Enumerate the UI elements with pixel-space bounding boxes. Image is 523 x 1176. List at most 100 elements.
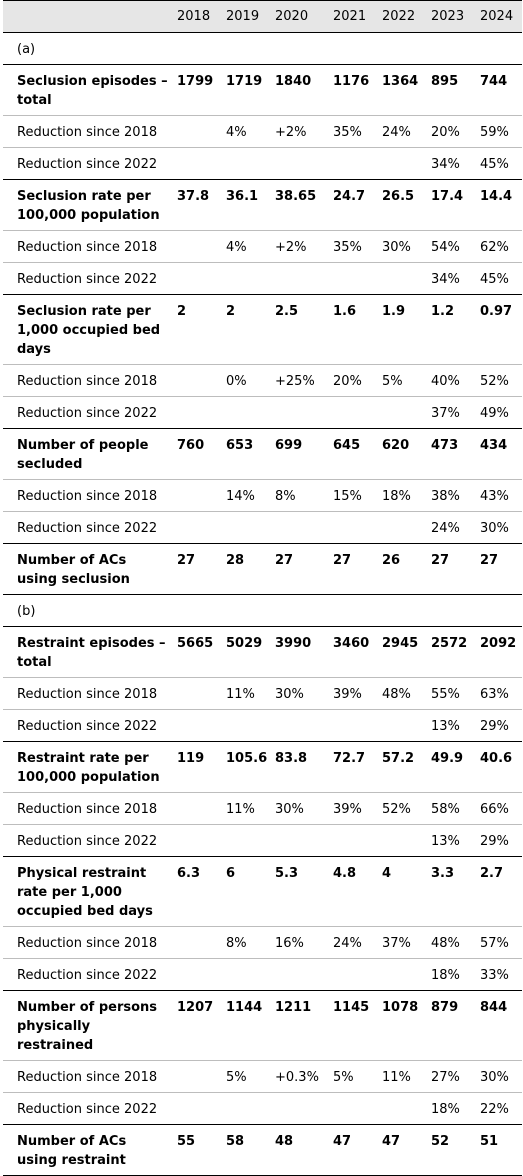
cell-value: 57.2 xyxy=(378,741,427,793)
cell-value: 45% xyxy=(476,147,522,180)
cell-value: 1.9 xyxy=(378,294,427,365)
cell-value xyxy=(173,1060,222,1093)
cell-value: 62% xyxy=(476,230,522,263)
cell-value: 5665 xyxy=(173,626,222,678)
cell-value: 2.7 xyxy=(476,856,522,927)
cell-value: 1.6 xyxy=(329,294,378,365)
cell-value xyxy=(222,147,271,180)
cell-value: +0.3% xyxy=(271,1060,329,1093)
cell-value: 0.97 xyxy=(476,294,522,365)
metric-row: Seclusion episodes – total 1799 1719 1840 11… xyxy=(3,64,522,116)
cell-value: 27 xyxy=(173,543,222,595)
row-label: Reduction since 2018 xyxy=(3,1060,173,1093)
cell-value xyxy=(329,824,378,857)
cell-value: 18% xyxy=(427,1092,476,1125)
cell-value: 699 xyxy=(271,428,329,480)
cell-value: 645 xyxy=(329,428,378,480)
cell-value: 83.8 xyxy=(271,741,329,793)
cell-value: 6.3 xyxy=(173,856,222,927)
cell-value xyxy=(173,709,222,742)
row-label: Reduction since 2018 xyxy=(3,230,173,263)
cell-value: 40.6 xyxy=(476,741,522,793)
cell-value: 14.4 xyxy=(476,179,522,231)
cell-value xyxy=(173,511,222,544)
cell-value: 844 xyxy=(476,990,522,1061)
reduction-row: Reduction since 2018 11% 30% 39% 52% 58% 66% xyxy=(3,792,522,825)
cell-value: 8% xyxy=(271,479,329,512)
row-label: Restraint rate per 100,000 population xyxy=(3,741,173,793)
cell-value: 52% xyxy=(476,364,522,397)
metric-row: Seclusion rate per 1,000 occupied bed da… xyxy=(3,294,522,365)
cell-value: 2 xyxy=(173,294,222,365)
cell-value: 13% xyxy=(427,709,476,742)
cell-value xyxy=(378,511,427,544)
cell-value xyxy=(271,262,329,295)
cell-value xyxy=(378,958,427,991)
cell-value: 1719 xyxy=(222,64,271,116)
cell-value xyxy=(222,1092,271,1125)
reduction-row: Reduction since 2022 24% 30% xyxy=(3,511,522,544)
cell-value: 744 xyxy=(476,64,522,116)
row-label: Seclusion rate per 100,000 population xyxy=(3,179,173,231)
cell-value: 1799 xyxy=(173,64,222,116)
cell-value: +25% xyxy=(271,364,329,397)
row-label: Seclusion rate per 1,000 occupied bed da… xyxy=(3,294,173,365)
cell-value: 620 xyxy=(378,428,427,480)
cell-value: 14% xyxy=(222,479,271,512)
row-label: Reduction since 2022 xyxy=(3,958,173,991)
cell-value: 52% xyxy=(378,792,427,825)
cell-value xyxy=(173,824,222,857)
cell-value: 58% xyxy=(427,792,476,825)
cell-value: 3990 xyxy=(271,626,329,678)
reduction-row: Reduction since 2022 34% 45% xyxy=(3,262,522,295)
cell-value: 57% xyxy=(476,926,522,959)
metric-row: Restraint rate per 100,000 population 119… xyxy=(3,741,522,793)
cell-value xyxy=(378,824,427,857)
cell-value: 48% xyxy=(427,926,476,959)
cell-value: +2% xyxy=(271,115,329,148)
header-year: 2019 xyxy=(222,0,271,33)
metric-row: Physical restraint rate per 1,000 occupi… xyxy=(3,856,522,927)
cell-value: 4 xyxy=(378,856,427,927)
cell-value: 1.2 xyxy=(427,294,476,365)
cell-value: 37.8 xyxy=(173,179,222,231)
row-label: Restraint episodes – total xyxy=(3,626,173,678)
row-label: Reduction since 2022 xyxy=(3,1092,173,1125)
cell-value: 5% xyxy=(329,1060,378,1093)
cell-value: 15% xyxy=(329,479,378,512)
cell-value: 4.8 xyxy=(329,856,378,927)
cell-value: 1840 xyxy=(271,64,329,116)
cell-value: 37% xyxy=(378,926,427,959)
row-label: Reduction since 2022 xyxy=(3,824,173,857)
cell-value xyxy=(173,792,222,825)
cell-value: 49% xyxy=(476,396,522,429)
cell-value: 51 xyxy=(476,1124,522,1176)
cell-value: 38.65 xyxy=(271,179,329,231)
cell-value xyxy=(173,677,222,710)
cell-value xyxy=(173,479,222,512)
cell-value: +2% xyxy=(271,230,329,263)
cell-value: 1176 xyxy=(329,64,378,116)
row-label: Number of ACs using restraint xyxy=(3,1124,173,1176)
cell-value: 29% xyxy=(476,709,522,742)
cell-value: 39% xyxy=(329,677,378,710)
cell-value: 49.9 xyxy=(427,741,476,793)
row-label: Reduction since 2022 xyxy=(3,511,173,544)
cell-value xyxy=(173,364,222,397)
cell-value: 66% xyxy=(476,792,522,825)
reduction-row: Reduction since 2018 4% +2% 35% 24% 20% 59% xyxy=(3,115,522,148)
cell-value: 30% xyxy=(271,677,329,710)
data-table: 2018 2019 2020 2021 2022 2023 2024 (a) Se… xyxy=(3,0,522,1176)
cell-value xyxy=(222,958,271,991)
cell-value: 55% xyxy=(427,677,476,710)
cell-value: 37% xyxy=(427,396,476,429)
row-label: Reduction since 2022 xyxy=(3,709,173,742)
cell-value: 52 xyxy=(427,1124,476,1176)
cell-value xyxy=(378,396,427,429)
cell-value: 2945 xyxy=(378,626,427,678)
cell-value: 34% xyxy=(427,262,476,295)
cell-value: 105.6 xyxy=(222,741,271,793)
cell-value xyxy=(173,262,222,295)
cell-value: 29% xyxy=(476,824,522,857)
header-year: 2020 xyxy=(271,0,329,33)
